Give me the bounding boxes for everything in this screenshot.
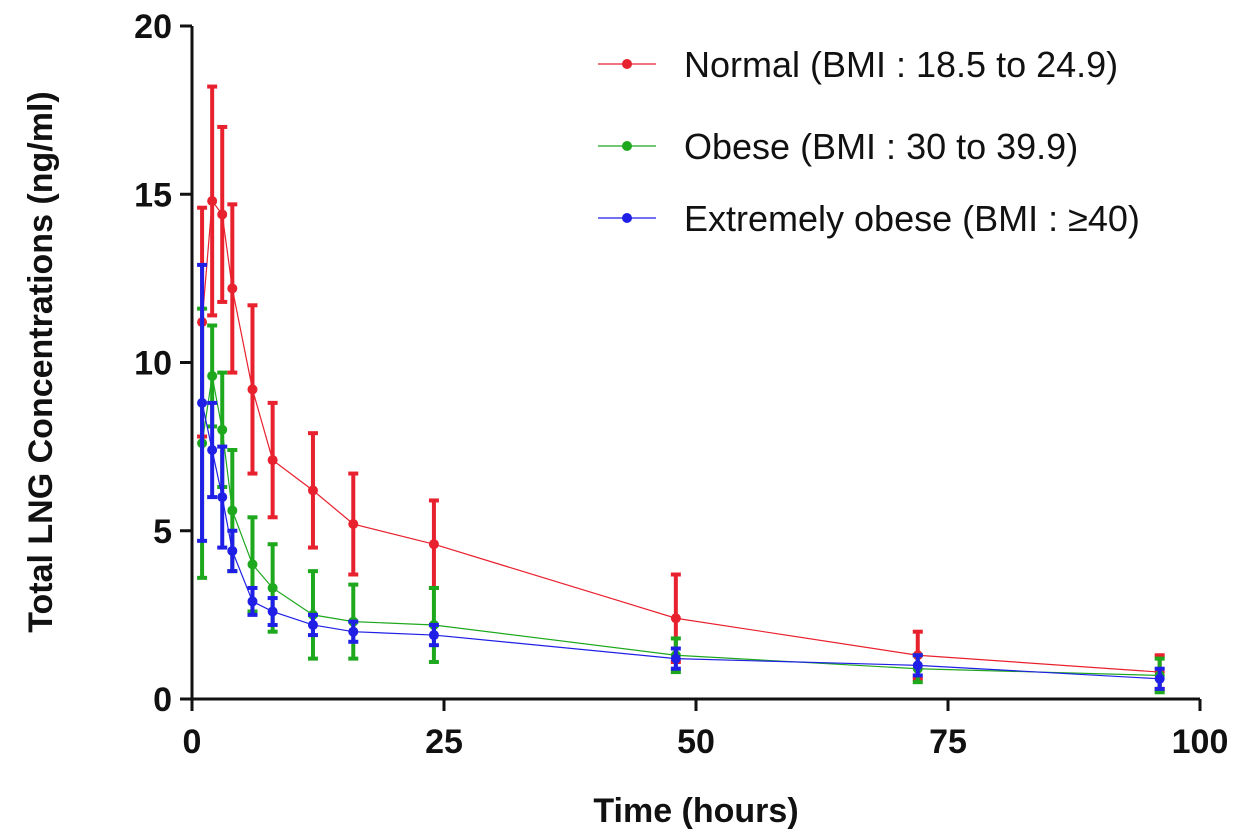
data-point bbox=[227, 283, 238, 294]
x-tick-label: 100 bbox=[1172, 723, 1229, 761]
data-point bbox=[307, 619, 318, 630]
legend-label: Extremely obese (BMI : ≥40) bbox=[684, 198, 1140, 239]
legend-marker bbox=[622, 213, 632, 223]
data-point bbox=[267, 582, 278, 593]
series-0 bbox=[197, 84, 1165, 691]
data-point bbox=[1154, 673, 1165, 684]
series-2 bbox=[197, 262, 1165, 691]
data-point bbox=[247, 596, 258, 607]
legend-entry: Normal (BMI : 18.5 to 24.9) bbox=[598, 44, 1118, 85]
data-point bbox=[267, 455, 278, 466]
x-tick-label: 75 bbox=[929, 723, 967, 761]
y-tick-label: 0 bbox=[153, 681, 172, 719]
legend: Normal (BMI : 18.5 to 24.9) Obese (BMI : … bbox=[598, 44, 1140, 239]
data-point bbox=[428, 630, 439, 641]
series-line bbox=[201, 199, 1160, 673]
data-point bbox=[670, 653, 681, 664]
data-point bbox=[348, 519, 359, 530]
plot-area bbox=[197, 84, 1165, 695]
x-tick-label: 50 bbox=[677, 723, 715, 761]
data-point bbox=[247, 559, 258, 570]
legend-marker bbox=[622, 59, 632, 69]
data-point bbox=[207, 370, 218, 381]
data-point bbox=[197, 397, 208, 408]
y-tick-label: 5 bbox=[153, 513, 172, 551]
data-point bbox=[348, 626, 359, 637]
data-point bbox=[247, 384, 258, 395]
data-point bbox=[217, 492, 228, 503]
y-tick-label: 20 bbox=[134, 8, 172, 46]
legend-label: Normal (BMI : 18.5 to 24.9) bbox=[684, 44, 1118, 85]
data-point bbox=[217, 209, 228, 220]
y-tick-label: 15 bbox=[134, 176, 172, 214]
y-tick-label: 10 bbox=[134, 345, 172, 383]
legend-entry: Obese (BMI : 30 to 39.9) bbox=[598, 126, 1078, 167]
data-point bbox=[227, 545, 238, 556]
y-axis-title: Total LNG Concentrations (ng/ml) bbox=[22, 91, 60, 632]
series-1 bbox=[197, 306, 1165, 695]
data-point bbox=[227, 505, 238, 516]
axes: 0 5 10 15 20 0 25 50 75 100 bbox=[134, 8, 1228, 761]
legend-marker bbox=[622, 141, 632, 151]
data-point bbox=[207, 444, 218, 455]
x-axis-title: Time (hours) bbox=[593, 792, 798, 830]
legend-entry: Extremely obese (BMI : ≥40) bbox=[598, 198, 1140, 239]
series-line bbox=[201, 402, 1160, 680]
data-point bbox=[207, 195, 218, 206]
legend-label: Obese (BMI : 30 to 39.9) bbox=[684, 126, 1078, 167]
data-point bbox=[670, 613, 681, 624]
x-tick-label: 25 bbox=[425, 723, 463, 761]
data-point bbox=[307, 485, 318, 496]
data-point bbox=[267, 606, 278, 617]
data-point bbox=[912, 660, 923, 671]
x-tick-label: 0 bbox=[183, 723, 202, 761]
data-point bbox=[428, 539, 439, 550]
data-point bbox=[217, 424, 228, 435]
